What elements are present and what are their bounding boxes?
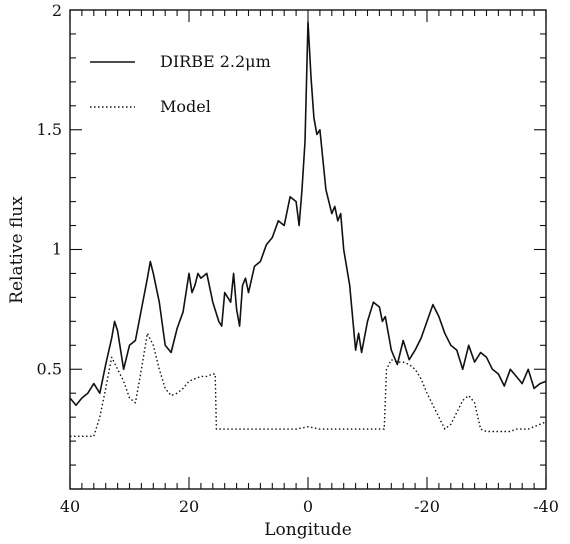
y-axis-title: Relative flux — [7, 196, 27, 304]
legend-label-model: Model — [160, 97, 211, 116]
ticks — [69, 9, 547, 490]
y-tick-label: 2 — [52, 1, 62, 20]
model-series-line — [70, 332, 547, 437]
x-tick-label: 20 — [179, 497, 199, 516]
x-tick-label: 40 — [60, 497, 80, 516]
y-tick-label: 1 — [52, 240, 62, 259]
y-tick-label: 1.5 — [37, 120, 62, 139]
tick-labels: 40 20 0 -20 -40 0.5 1 1.5 2 — [37, 1, 559, 516]
x-tick-label: -40 — [533, 497, 559, 516]
plot-frame — [69, 9, 547, 490]
x-axis-title: Longitude — [264, 520, 352, 540]
x-tick-label: -20 — [414, 497, 440, 516]
x-tick-label: 0 — [303, 497, 313, 516]
series-layer — [69, 21, 547, 437]
legend-label-dirbe: DIRBE 2.2μm — [160, 52, 271, 71]
legend: DIRBE 2.2μm Model — [90, 52, 271, 116]
y-tick-label: 0.5 — [37, 359, 62, 378]
dirbe-series-line — [69, 21, 547, 407]
